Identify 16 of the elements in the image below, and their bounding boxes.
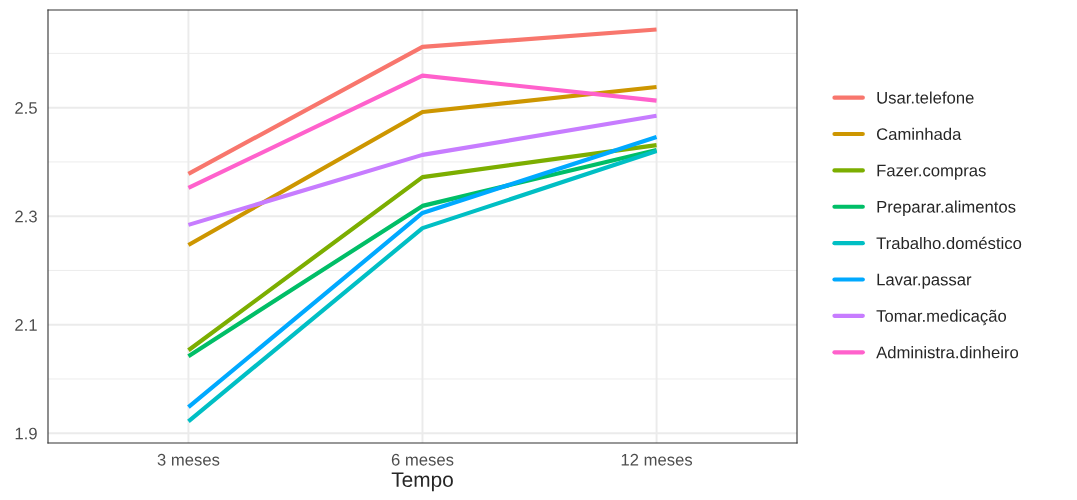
legend-label: Fazer.compras [877, 164, 986, 180]
y-tick-label: 2.5 [15, 102, 37, 114]
x-axis-title: Tempo [391, 472, 453, 492]
legend-label: Lavar.passar [877, 273, 972, 289]
y-tick-label: 1.9 [15, 427, 37, 440]
legend-label: Preparar.alimentos [877, 200, 1016, 217]
legend-label: Usar.telefone [877, 91, 974, 104]
y-tick-label: 2.1 [15, 319, 37, 331]
x-tick-label: 12 meses [621, 453, 693, 466]
x-tick-label: 6 meses [391, 453, 454, 466]
legend-label: Administra.dinheiro [876, 346, 1019, 359]
legend-label: Caminhada [876, 127, 962, 141]
y-tick-label: 2.3 [15, 210, 37, 223]
legend-label: Trabalho.doméstico [876, 236, 1022, 250]
x-tick-label: 3 meses [157, 453, 220, 466]
legend-label: Tomar.medicação [876, 309, 1007, 326]
